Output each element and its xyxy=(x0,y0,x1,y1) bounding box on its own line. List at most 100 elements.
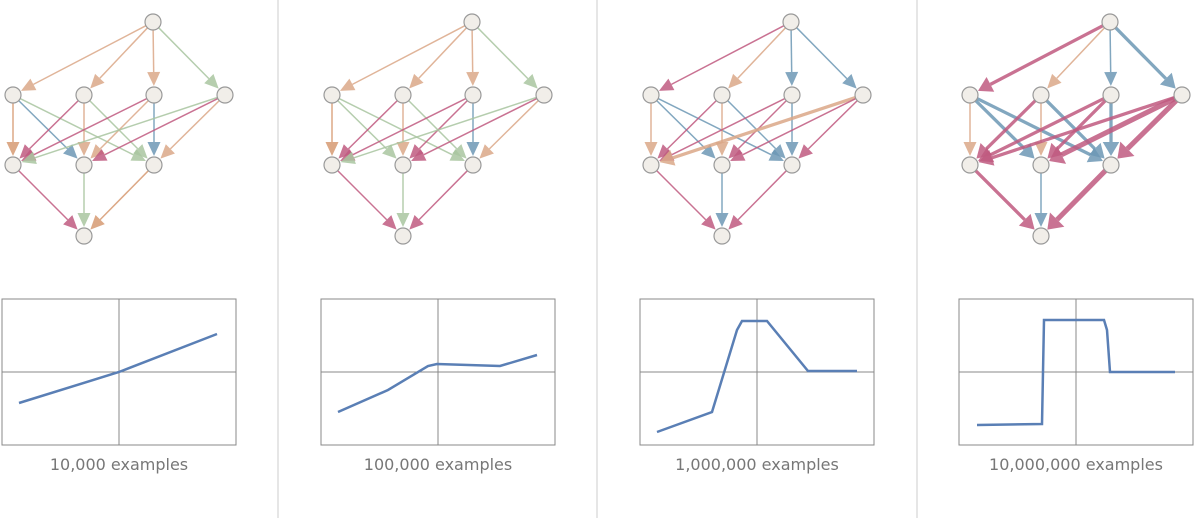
arrowhead xyxy=(452,144,467,159)
edge xyxy=(33,25,147,86)
edge xyxy=(1056,99,1107,150)
node xyxy=(642,86,660,104)
arrowhead xyxy=(701,144,716,159)
edge xyxy=(152,29,155,73)
edge xyxy=(418,100,468,150)
arrowhead xyxy=(77,142,91,156)
edge xyxy=(418,170,468,221)
edge xyxy=(28,100,79,150)
arrowhead xyxy=(1049,145,1067,164)
arrowhead xyxy=(728,73,743,89)
arrowhead xyxy=(785,71,799,87)
arrowhead xyxy=(701,215,716,230)
node xyxy=(782,13,800,31)
edge xyxy=(338,97,453,156)
arrowhead xyxy=(1102,142,1120,156)
arrowhead xyxy=(658,78,675,91)
panel: 1,000,000 examples xyxy=(639,13,875,474)
arrowhead xyxy=(90,144,105,159)
arrowhead xyxy=(396,213,410,227)
edge xyxy=(1114,26,1168,80)
arrowhead xyxy=(147,71,161,87)
arrowhead xyxy=(90,215,105,230)
node xyxy=(713,227,731,245)
arrowhead xyxy=(978,149,995,166)
node xyxy=(961,156,979,174)
arrowhead xyxy=(659,149,676,166)
arrowhead xyxy=(1159,72,1176,89)
arrowhead xyxy=(90,73,105,89)
edge xyxy=(790,29,793,73)
arrowhead xyxy=(785,142,799,156)
node xyxy=(144,13,162,31)
node xyxy=(463,13,481,31)
caption: 10,000 examples xyxy=(50,455,188,474)
edge xyxy=(737,100,787,150)
arrowhead xyxy=(133,144,148,159)
node xyxy=(145,86,163,104)
edge xyxy=(347,100,398,150)
arrowhead xyxy=(409,215,424,230)
edge xyxy=(671,97,786,156)
arrowhead xyxy=(1117,141,1135,159)
caption: 1,000,000 examples xyxy=(675,455,839,474)
plot-curve xyxy=(337,353,538,414)
arrowhead xyxy=(396,142,410,156)
node xyxy=(394,86,412,104)
plot-curve xyxy=(18,332,218,405)
edge xyxy=(418,27,468,79)
node xyxy=(713,86,731,104)
edge xyxy=(671,25,785,86)
arrowhead xyxy=(1104,71,1118,87)
plot-curve xyxy=(976,318,1175,427)
edge xyxy=(99,100,149,150)
edge xyxy=(89,100,139,150)
edge xyxy=(657,97,772,156)
node xyxy=(783,156,801,174)
node xyxy=(323,156,341,174)
edge xyxy=(158,27,210,80)
edge xyxy=(408,100,458,150)
node xyxy=(323,86,341,104)
edge xyxy=(656,100,707,150)
edge xyxy=(737,27,787,79)
edge xyxy=(974,169,1026,221)
arrowhead xyxy=(411,148,427,161)
arrowhead xyxy=(20,78,37,91)
arrowhead xyxy=(63,215,78,230)
node xyxy=(4,86,22,104)
edge xyxy=(666,100,717,150)
node xyxy=(961,86,979,104)
edge xyxy=(742,97,857,156)
node xyxy=(1032,86,1050,104)
node xyxy=(75,156,93,174)
edge xyxy=(656,170,707,221)
arrowhead xyxy=(147,142,161,156)
edge xyxy=(976,97,1092,157)
edge xyxy=(1109,29,1112,73)
arrowhead xyxy=(1018,142,1035,159)
node xyxy=(75,86,93,104)
edge xyxy=(33,97,148,156)
node xyxy=(4,156,22,174)
edge xyxy=(99,170,149,221)
arrowhead xyxy=(21,151,37,164)
node xyxy=(1032,227,1050,245)
node xyxy=(216,86,234,104)
edge xyxy=(352,25,466,86)
arrowhead xyxy=(338,144,353,159)
edge xyxy=(471,29,474,73)
node xyxy=(1102,156,1120,174)
arrowhead xyxy=(644,142,658,156)
node xyxy=(1102,86,1120,104)
arrowhead xyxy=(382,144,397,159)
edge xyxy=(727,100,777,150)
edge xyxy=(796,27,848,80)
edge xyxy=(1060,96,1176,158)
edge xyxy=(989,24,1104,86)
arrowhead xyxy=(1034,142,1048,156)
arrowhead xyxy=(204,74,219,89)
edge xyxy=(985,99,1037,151)
panel: 100,000 examples xyxy=(320,13,556,474)
